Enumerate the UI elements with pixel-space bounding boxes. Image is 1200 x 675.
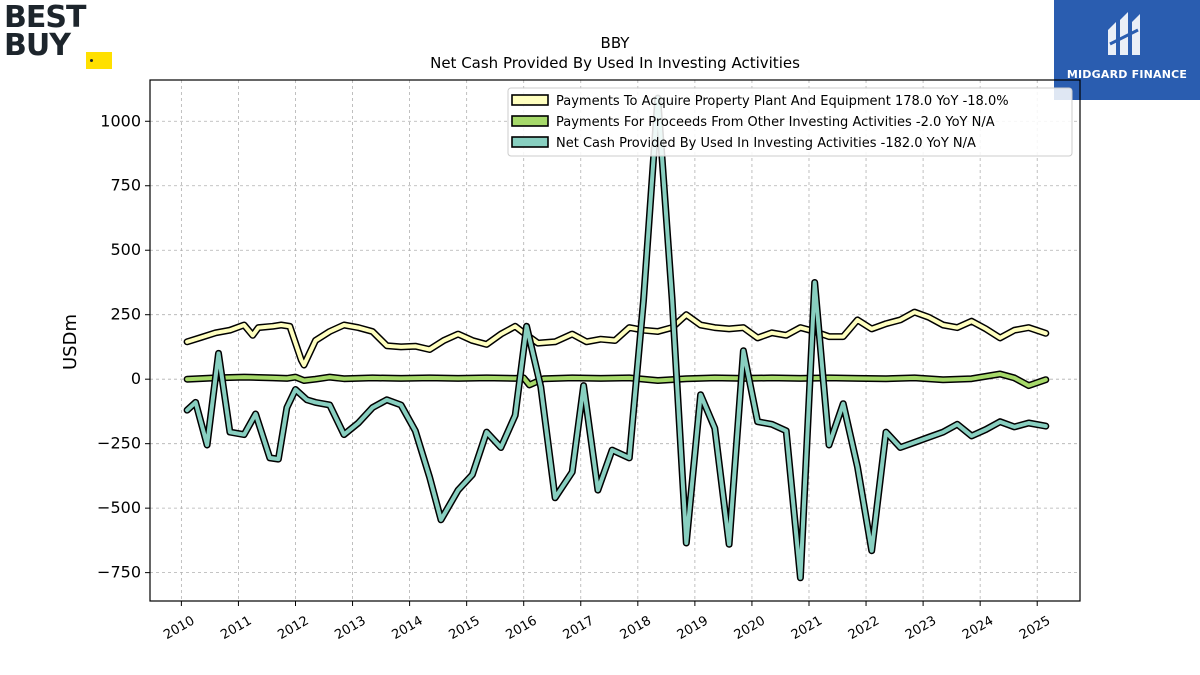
- best-buy-logo: BEST BUY: [4, 0, 116, 70]
- legend-label-net: Net Cash Provided By Used In Investing A…: [556, 136, 976, 151]
- legend-label-other: Payments For Proceeds From Other Investi…: [556, 115, 995, 130]
- legend-swatch-ppe: [511, 94, 549, 106]
- x-tick-label: 2015: [446, 613, 482, 643]
- x-tick-label: 2011: [218, 613, 254, 643]
- y-tick-label: 500: [110, 240, 141, 259]
- y-tick-label: 250: [110, 305, 141, 324]
- y-tick-label: −750: [97, 563, 141, 582]
- y-tick-label: −250: [97, 434, 141, 453]
- x-tick-label: 2021: [789, 613, 825, 643]
- legend-box: [507, 87, 1073, 157]
- x-tick-label: 2013: [332, 613, 368, 643]
- midgard-mark-icon: [1108, 12, 1140, 55]
- x-tick-label: 2019: [675, 613, 711, 643]
- x-tick-label: 2010: [161, 613, 197, 643]
- x-tick-label: 2024: [960, 613, 996, 643]
- legend-swatch-net: [511, 136, 549, 148]
- y-tick-label: 750: [110, 176, 141, 195]
- best-buy-logo-text: BEST BUY: [4, 0, 86, 63]
- x-tick-label: 2012: [275, 613, 311, 643]
- x-tick-label: 2025: [1017, 613, 1053, 643]
- y-tick-label: 1000: [100, 111, 141, 130]
- y-tick-label: 0: [131, 369, 141, 388]
- series-line-other: [185, 372, 1048, 388]
- legend-label-ppe: Payments To Acquire Property Plant And E…: [556, 94, 1009, 109]
- x-tick-label: 2020: [732, 613, 768, 643]
- midgard-finance-wordmark: MIDGARD FINANCE: [1066, 68, 1188, 81]
- y-tick-label: −500: [97, 498, 141, 517]
- plot-frame: [149, 79, 1081, 602]
- x-tick-label: 2016: [504, 613, 540, 643]
- x-tick-label: 2018: [618, 613, 654, 643]
- chart-subtitle: Net Cash Provided By Used In Investing A…: [430, 54, 800, 72]
- x-tick-label: 2014: [389, 613, 425, 643]
- legend: Payments To Acquire Property Plant And E…: [507, 87, 1073, 157]
- series-line-ppe: [185, 310, 1048, 367]
- y-axis-label: USDm: [60, 314, 81, 370]
- chart-title: BBY: [601, 34, 631, 52]
- midgard-finance-logo: MIDGARD FINANCE: [1054, 0, 1200, 100]
- series-line-net: [185, 96, 1048, 580]
- x-tick-label: 2022: [846, 613, 882, 643]
- x-tick-label: 2017: [561, 613, 597, 643]
- best-buy-tag-dot: [90, 59, 93, 62]
- best-buy-tag: [86, 52, 112, 69]
- legend-swatch-other: [511, 115, 549, 127]
- series-layer: [183, 94, 1050, 582]
- x-tick-label: 2023: [903, 613, 939, 643]
